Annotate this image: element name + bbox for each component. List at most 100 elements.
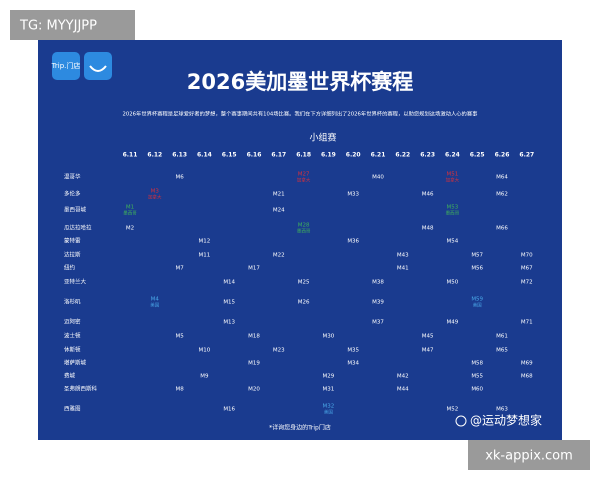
match: M19 [248,361,260,367]
match-team: 墨西哥 [123,211,137,217]
badge [10,10,135,40]
match: M10 [199,348,211,354]
match: M23 [273,348,285,354]
match: M14 [223,280,235,286]
match: M63 [496,407,508,413]
match: M68 [521,374,533,380]
match: M55 [471,374,483,380]
match: M69 [521,361,533,367]
match: M12 [199,239,211,245]
match: M39 [372,300,384,306]
match: M5 [175,334,184,340]
match: M72 [521,280,533,286]
match-highlight: M28 [298,223,310,229]
match: M49 [447,320,459,326]
match: M21 [273,192,285,198]
match-highlight: M27 [298,172,310,178]
title: 2026美加墨世界杯赛程 [187,70,413,94]
match: M50 [447,280,459,286]
date: 6.26 [495,152,510,159]
match: M44 [397,387,409,393]
date: 6.17 [271,152,286,159]
badge-text: TG: MYYJJPP [19,19,97,34]
date: 6.14 [197,152,212,159]
logo: Trip.门店 [51,61,81,70]
match-team: 加拿大 [446,177,460,184]
match-team: 美国 [324,409,333,416]
match: M15 [223,300,235,306]
city: 多伦多 [64,190,81,198]
match-team: 墨西哥 [297,229,311,235]
watermark: @运动梦想家 [470,413,542,428]
match-highlight: M1 [126,205,134,211]
match: M45 [422,334,434,340]
footer: *详询您身边的Trip门店 [269,424,331,432]
match: M6 [175,175,184,181]
date: 6.27 [519,152,534,159]
match: M71 [521,320,533,326]
city: 圣弗朗西斯科 [64,385,98,393]
date: 6.21 [371,152,386,159]
city: 瓜达拉哈拉 [64,224,92,232]
match: M60 [471,387,483,393]
match: M25 [298,280,310,286]
date: 6.24 [445,152,460,159]
match: M64 [496,175,508,181]
match-team: 美国 [473,302,482,309]
date: 6.19 [321,152,336,159]
match: M35 [347,348,359,354]
match: M20 [248,387,260,393]
match: M22 [273,253,285,259]
match: M9 [200,374,209,380]
city: 亚特兰大 [64,278,87,286]
logo-box [52,52,80,80]
match: M26 [298,300,310,306]
match-highlight: M53 [447,205,459,211]
poster [38,40,562,440]
match: M16 [223,407,235,413]
match: M54 [447,239,459,245]
match: M30 [323,334,335,340]
city: 堪萨斯城 [64,359,87,367]
match: M40 [372,175,384,181]
date: 6.20 [346,152,361,159]
match: M43 [397,253,409,259]
city: 温哥华 [64,173,81,181]
date: 6.13 [172,152,187,159]
match-highlight: M51 [447,172,459,178]
match: M65 [496,348,508,354]
match: M42 [397,374,409,380]
match: M67 [521,266,533,272]
badge [468,440,590,470]
match: M33 [347,192,359,198]
match: M11 [199,253,211,259]
match: M34 [347,361,359,367]
match: M46 [422,192,434,198]
match: M47 [422,348,434,354]
stage: 小组赛 [309,132,336,144]
subtitle: 2026年世界杯赛程是足球爱好者的梦想，整个赛事期间共有104场比赛。我们在下方… [123,110,479,118]
match: M38 [372,280,384,286]
match-team: 墨西哥 [446,211,460,217]
match: M36 [347,239,359,245]
match: M57 [471,253,483,259]
city: 费城 [64,372,76,380]
match-highlight: M32 [323,404,335,410]
match: M41 [397,266,409,272]
city: 休斯顿 [64,346,81,354]
date: 6.25 [470,152,485,159]
match-team: 加拿大 [297,177,311,184]
badge-text: xk-appix.com [485,449,573,464]
match: M13 [223,320,235,326]
match-highlight: M3 [151,189,160,195]
city: 蒙特雷 [64,237,81,245]
date: 6.23 [420,152,435,159]
match-team: 美国 [150,302,159,309]
date: 6.16 [247,152,262,159]
match-highlight: M59 [471,297,483,303]
city: 墨西哥城 [64,207,87,214]
match: M37 [372,320,384,326]
logo-smile [89,65,107,72]
date: 6.12 [147,152,162,159]
